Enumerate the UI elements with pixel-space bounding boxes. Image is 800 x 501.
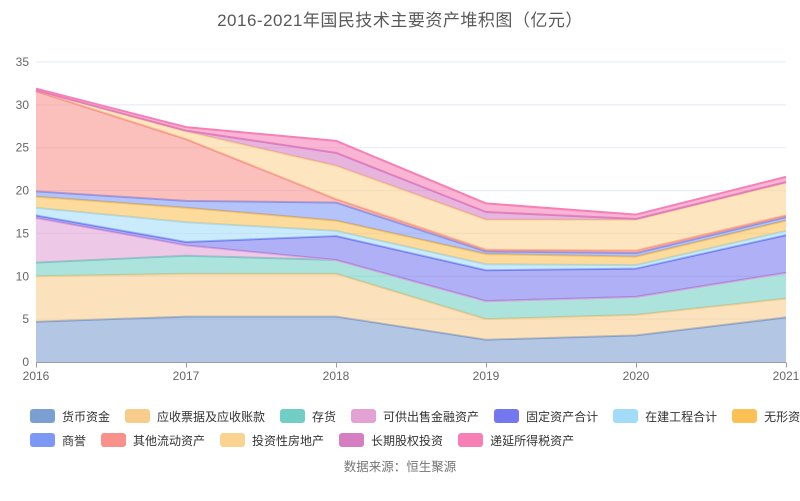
legend-label: 其他流动资产	[133, 433, 206, 448]
line-series-5	[35, 206, 787, 267]
stacked-area-chart: 2016 2017 2018 2019 2020 2021 0 5 10 15 20 25 30 35	[16, 55, 800, 383]
legend-swatch-icon	[732, 409, 758, 423]
area-series-6	[36, 196, 786, 266]
chart-title: 2016-2021年国民技术主要资产堆积图（亿元）	[217, 11, 583, 30]
legend-item-6[interactable]: 无形资产	[732, 407, 800, 425]
legend-swatch-icon	[613, 409, 639, 423]
y-tick-label: 20	[16, 184, 30, 198]
legend-label: 长期股权投资	[371, 433, 444, 448]
x-tick-label: 2018	[323, 369, 350, 383]
legend-label: 递延所得税资产	[490, 433, 575, 448]
legend-item-3[interactable]: 可供出售金融资产	[351, 407, 479, 425]
legend-item-2[interactable]: 存货	[280, 407, 336, 425]
data-source: 数据来源：恒生聚源	[343, 460, 457, 474]
legend-item-10[interactable]: 长期股权投资	[339, 431, 443, 449]
area-series-2	[36, 255, 786, 320]
y-tick-label: 5	[22, 312, 29, 326]
y-tick-label: 0	[22, 355, 29, 369]
area-series-4	[36, 215, 786, 302]
y-tick-label: 35	[16, 55, 30, 69]
legend-label: 投资性房地产	[252, 433, 325, 448]
y-tick-label: 30	[16, 98, 30, 112]
area-series-7	[36, 191, 786, 257]
legend-swatch-icon	[125, 409, 151, 423]
legend-item-9[interactable]: 投资性房地产	[220, 431, 324, 449]
legend-item-11[interactable]: 递延所得税资产	[458, 431, 574, 449]
legend-swatch-icon	[30, 409, 55, 423]
legend-item-7[interactable]: 商誉	[30, 431, 86, 449]
x-tick-label: 2017	[173, 369, 200, 383]
x-tick-label: 2016	[23, 369, 50, 383]
legend-label: 应收票据及应收账款	[157, 409, 266, 424]
legend-label: 存货	[312, 409, 337, 424]
x-tick-label: 2019	[473, 369, 500, 383]
area-series-9	[36, 90, 786, 251]
legend-label: 固定资产合计	[526, 409, 599, 424]
legend-swatch-icon	[494, 409, 520, 423]
y-tick-label: 15	[16, 226, 30, 240]
line-series-11	[35, 87, 787, 216]
legend-label: 可供出售金融资产	[383, 409, 480, 424]
legend: 货币资金 应收票据及应收账款 存货 可供出售金融资产 固定资产合计 在建工程合计 无形资产商…	[30, 407, 800, 449]
legend-label: 货币资金	[62, 409, 111, 424]
legend-item-5[interactable]: 在建工程合计	[613, 407, 717, 425]
legend-swatch-icon	[351, 409, 377, 423]
legend-item-8[interactable]: 其他流动资产	[101, 431, 205, 449]
y-tick-label: 25	[16, 141, 30, 155]
legend-swatch-icon	[458, 433, 484, 447]
legend-row: 商誉 其他流动资产 投资性房地产 长期股权投资 递延所得税资产	[30, 431, 792, 449]
legend-row: 货币资金 应收票据及应收账款 存货 可供出售金融资产 固定资产合计 在建工程合计 无形资产	[30, 407, 800, 425]
legend-swatch-icon	[30, 433, 55, 447]
legend-label: 商誉	[62, 433, 87, 448]
legend-swatch-icon	[220, 433, 246, 447]
legend-item-1[interactable]: 应收票据及应收账款	[125, 407, 265, 425]
x-tick-label: 2021	[773, 369, 800, 383]
area-series-8	[36, 91, 786, 254]
legend-swatch-icon	[339, 433, 365, 447]
legend-item-4[interactable]: 固定资产合计	[494, 407, 598, 425]
y-tick-label: 10	[16, 269, 30, 283]
legend-swatch-icon	[101, 433, 127, 447]
legend-label: 无形资产	[764, 409, 800, 424]
area-series-1	[36, 273, 786, 340]
legend-item-0[interactable]: 货币资金	[30, 407, 110, 425]
legend-label: 在建工程合计	[645, 409, 718, 424]
legend-swatch-icon	[280, 409, 306, 423]
x-tick-label: 2020	[623, 369, 650, 383]
area-series-5	[36, 207, 786, 271]
area-series-0	[36, 316, 786, 362]
